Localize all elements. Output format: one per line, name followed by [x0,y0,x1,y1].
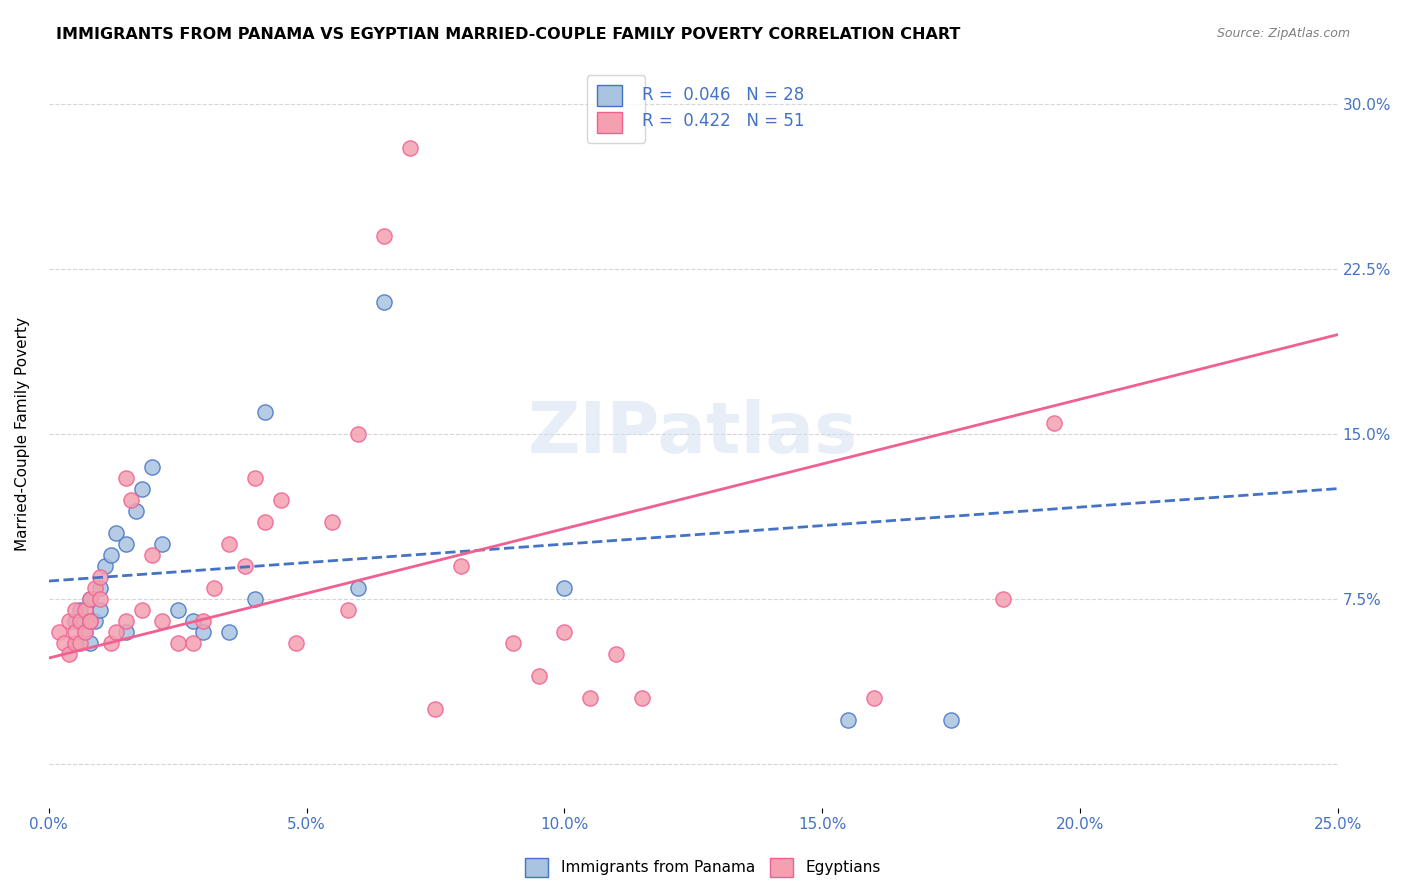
Point [131,482,153,496]
Point [73,624,96,639]
Point [89,581,111,595]
Point [63,602,86,616]
Point [115,470,138,484]
Point [69,602,91,616]
Point [115,624,138,639]
Point [100,548,122,562]
Point [553,581,575,595]
Point [150,614,173,628]
Point [243,591,266,606]
Point [502,635,524,649]
Point [58,647,80,661]
Point [63,635,86,649]
Y-axis label: Married-Couple Family Poverty: Married-Couple Family Poverty [15,317,30,550]
Text: Source: ZipAtlas.com: Source: ZipAtlas.com [1216,27,1350,40]
Point [347,581,370,595]
Point [104,624,127,639]
Point [150,536,173,550]
Legend: , : , [586,76,645,143]
Point [73,602,96,616]
Point [94,558,117,573]
Point [373,294,395,309]
Point [89,591,111,606]
Point [79,591,101,606]
Point [89,569,111,583]
Text: R =  0.046   N = 28: R = 0.046 N = 28 [641,86,804,103]
Point [69,614,91,628]
Point [254,515,277,529]
Point [181,614,204,628]
Point [115,536,138,550]
Point [84,614,107,628]
Point [79,591,101,606]
Point [218,624,240,639]
Point [193,624,215,639]
Point [79,614,101,628]
Point [53,635,76,649]
Legend: Immigrants from Panama, Egyptians: Immigrants from Panama, Egyptians [517,850,889,884]
Point [166,602,188,616]
Point [193,614,215,628]
Point [347,426,370,441]
Point [336,602,359,616]
Point [605,647,627,661]
Point [131,602,153,616]
Point [233,558,256,573]
Point [202,581,225,595]
Point [141,459,163,474]
Point [425,701,447,715]
Point [1043,416,1066,430]
Point [939,713,962,727]
Point [115,614,138,628]
Point [254,404,277,418]
Point [69,635,91,649]
Point [218,536,240,550]
Text: R =  0.422   N = 51: R = 0.422 N = 51 [641,112,804,130]
Point [527,668,550,682]
Point [321,515,343,529]
Point [79,614,101,628]
Point [373,228,395,243]
Point [630,690,652,705]
Point [48,624,70,639]
Point [837,713,859,727]
Point [243,470,266,484]
Point [63,624,86,639]
Point [100,635,122,649]
Point [579,690,602,705]
Point [104,525,127,540]
Point [84,581,107,595]
Point [79,635,101,649]
Point [450,558,472,573]
Point [285,635,308,649]
Point [89,602,111,616]
Point [73,624,96,639]
Point [991,591,1014,606]
Point [141,548,163,562]
Point [181,635,204,649]
Point [862,690,884,705]
Point [398,140,420,154]
Point [125,503,148,517]
Point [63,614,86,628]
Point [270,492,292,507]
Point [166,635,188,649]
Point [553,624,575,639]
Point [58,614,80,628]
Text: ZIPatlas: ZIPatlas [529,399,858,468]
Text: IMMIGRANTS FROM PANAMA VS EGYPTIAN MARRIED-COUPLE FAMILY POVERTY CORRELATION CHA: IMMIGRANTS FROM PANAMA VS EGYPTIAN MARRI… [56,27,960,42]
Point [120,492,142,507]
